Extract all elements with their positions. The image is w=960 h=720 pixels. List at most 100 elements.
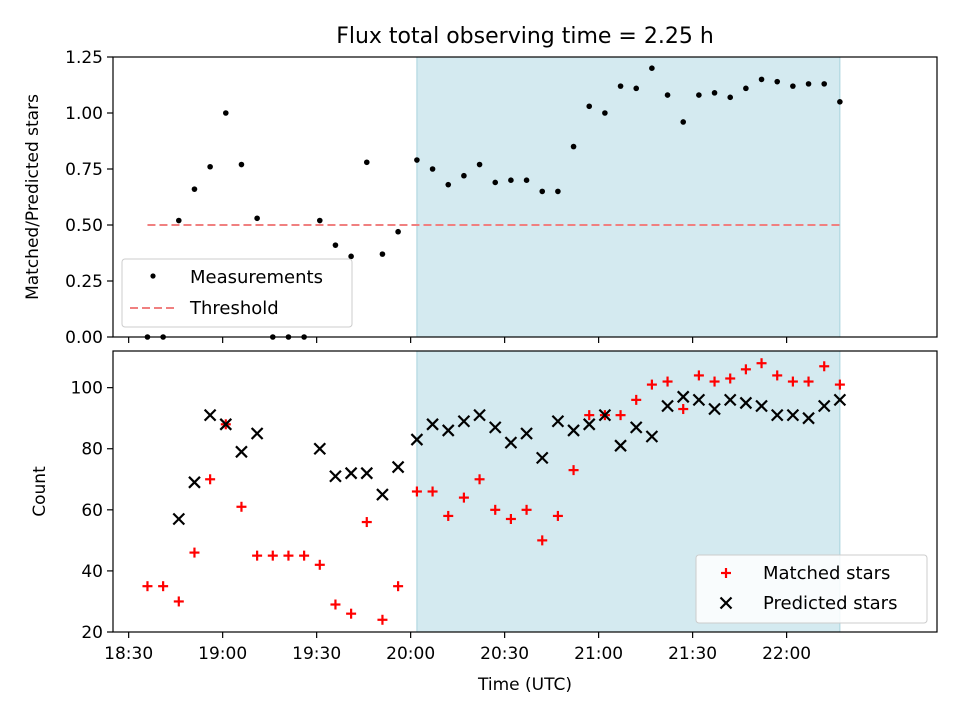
measurement-point [570, 143, 577, 150]
x-tick-label: 20:30 [480, 644, 529, 664]
matched-star-point [772, 370, 783, 381]
predicted-star-point [723, 393, 737, 407]
y-tick-label: 60 [81, 501, 103, 521]
predicted-star-point [441, 424, 455, 437]
x-tick-label: 19:00 [198, 644, 247, 664]
matched-star-point [427, 486, 438, 497]
plot-marks [144, 65, 843, 340]
measurement-point [555, 188, 561, 195]
matched-star-point [646, 379, 657, 390]
chart-title: Flux total observing time = 2.25 h [336, 24, 714, 49]
y-tick-label: 0.50 [65, 216, 103, 236]
matched-star-point [411, 486, 422, 497]
measurement-point [445, 181, 452, 188]
predicted-star-point [676, 390, 690, 404]
measurement-point [461, 172, 467, 179]
measurement-point [758, 76, 765, 83]
predicted-star-point [360, 466, 374, 480]
matched-star-point [252, 550, 263, 561]
legend-plus [721, 568, 731, 578]
matched-star-point [678, 404, 689, 415]
measurement-point [821, 81, 828, 87]
predicted-star-point [376, 488, 389, 501]
predicted-star-point [739, 396, 753, 410]
predicted-star-point [598, 408, 612, 422]
predicted-star-point [504, 436, 518, 449]
plot-marks [142, 358, 847, 625]
matched-star-point [740, 364, 751, 375]
matched-star-point [377, 614, 388, 625]
observing-window-highlight [416, 56, 841, 338]
y-tick-label: 100 [71, 379, 103, 399]
predicted-star-point [520, 427, 533, 440]
matched-star-point [142, 581, 153, 592]
predicted-star-point [535, 451, 549, 465]
axes-frame [112, 350, 938, 633]
predicted-star-point [755, 399, 768, 413]
measurement-point [508, 177, 514, 183]
measurement-point [743, 85, 749, 92]
predicted-star-point [770, 408, 784, 422]
measurement-point [711, 90, 718, 96]
predicted-star-point [567, 424, 580, 437]
measurement-point [363, 159, 370, 166]
measurement-point [602, 110, 608, 116]
matched-star-point [709, 376, 720, 387]
x-axis-ticks: 18:30 19:00 19:30 20:00 20:30 21:00 21:30 22:00 [104, 632, 811, 664]
measurement-point [316, 217, 323, 224]
y-axis-ticks: 20 40 60 80 100 [71, 379, 113, 643]
measurement-point [617, 83, 624, 89]
predicted-star-point [802, 411, 815, 425]
matched-star-point [236, 501, 247, 512]
measurement-point [633, 85, 640, 92]
legend: Measurements Threshold [121, 258, 353, 328]
predicted-star-point [410, 433, 424, 446]
matched-star-point [662, 376, 673, 387]
predicted-star-point [488, 421, 502, 434]
y-tick-label: 0.00 [65, 328, 103, 348]
measurement-point [395, 228, 401, 235]
measurement-point [222, 110, 229, 116]
measurement-point [696, 92, 702, 98]
matched-star-point [173, 596, 184, 607]
predicted-star-point [473, 408, 486, 422]
measurement-point [523, 177, 530, 183]
x-tick-label: 22:00 [762, 644, 811, 664]
y-axis-label: Matched/Predicted stars [23, 94, 43, 300]
matched-star-point [346, 608, 357, 619]
predicted-star-point [708, 402, 721, 416]
measurement-point [476, 161, 483, 168]
legend: Matched stars Predicted stars [695, 554, 928, 624]
matched-star-point [819, 361, 830, 372]
legend-threshold-label: Threshold [189, 298, 279, 319]
matched-star-point [521, 504, 532, 515]
predicted-star-point [457, 414, 471, 428]
matched-star-point [537, 535, 548, 546]
measurement-point [191, 186, 198, 192]
predicted-star-point [250, 427, 264, 440]
predicted-star-point [426, 418, 439, 431]
legend-measurements-marker [150, 273, 156, 279]
matched-star-point [552, 510, 563, 521]
y-axis-ticks: 0.00 0.25 0.50 0.75 1.00 1.25 [65, 48, 113, 348]
matched-star-point [584, 410, 595, 421]
measurement-point [429, 166, 436, 172]
predicted-star-point [551, 414, 565, 428]
matched-star-point [458, 492, 469, 503]
matched-star-point [299, 550, 310, 561]
matched-star-point [443, 510, 454, 521]
legend-matched-label: Matched stars [763, 563, 890, 584]
measurement-point [348, 253, 354, 260]
y-tick-label: 0.75 [65, 160, 103, 180]
legend-box [121, 258, 353, 328]
matched-star-point [330, 599, 341, 610]
measurement-point [332, 242, 339, 248]
measurement-point [805, 81, 812, 87]
predicted-star-point [614, 439, 627, 452]
predicted-star-point [582, 418, 596, 431]
matched-star-point [205, 474, 216, 485]
matched-star-point [803, 376, 814, 387]
matched-star-point [267, 550, 278, 561]
x-tick-label: 21:00 [574, 644, 623, 664]
matched-star-point [393, 581, 404, 592]
